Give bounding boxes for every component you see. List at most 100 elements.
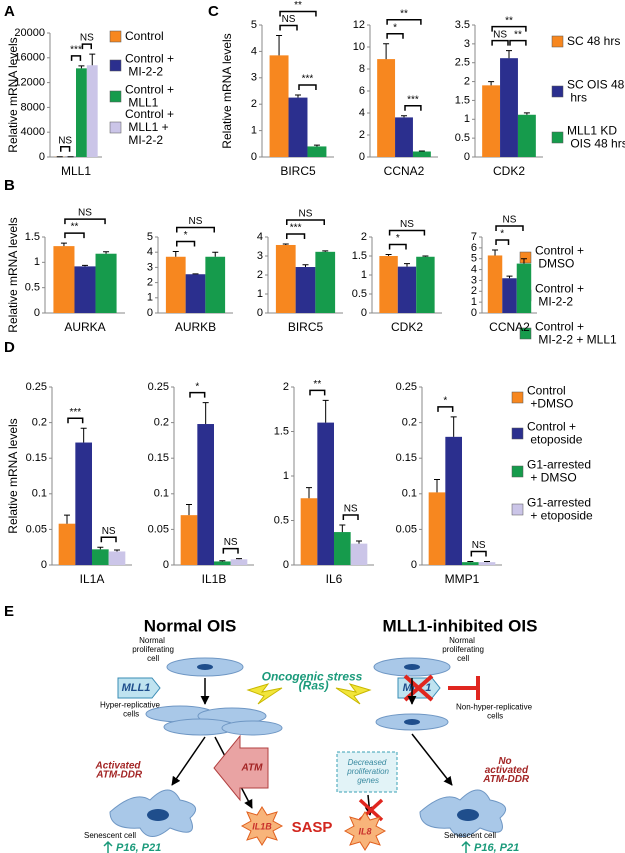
significance-bracket (81, 43, 92, 50)
y-tick-label: 1.5 (352, 250, 367, 262)
bar (317, 422, 334, 565)
x-tick-label: MMP1 (445, 572, 480, 586)
error-bar (78, 65, 85, 69)
panel-label: C (208, 3, 219, 20)
nucleus (404, 719, 420, 725)
bar (416, 256, 435, 313)
x-tick-label: IL1B (202, 572, 227, 586)
significance-label: NS (493, 29, 507, 40)
y-tick-label: 0 (163, 559, 169, 571)
legend-label: Control + DMSO (535, 244, 584, 271)
error-bar (322, 250, 329, 252)
significance-bracket (495, 239, 510, 246)
bar (334, 532, 351, 565)
subplot: 0 0.5 1 1.5 AURKA ** NS (25, 208, 125, 334)
bar (205, 256, 226, 313)
significance-bracket (495, 225, 524, 232)
error-bar (422, 255, 429, 257)
x-tick-label: CCNA2 (489, 320, 530, 334)
error-bar (488, 81, 495, 86)
bar (76, 68, 87, 157)
bar (288, 97, 308, 157)
bar (516, 263, 532, 313)
legend-swatch (109, 59, 122, 72)
y-tick-label: 10 (353, 41, 365, 53)
x-tick-label: IL6 (326, 572, 343, 586)
error-bar (306, 487, 312, 499)
y-tick-label: 0.5 (352, 288, 367, 300)
stress-label: Oncogenic stress (Ras) (262, 670, 363, 693)
legend-swatch (551, 85, 564, 98)
cell-label: Normal proliferating cell (130, 636, 174, 663)
y-tick-label: 0.1 (402, 488, 417, 500)
bar (165, 256, 186, 313)
significance-label: *** (69, 407, 81, 418)
significance-label: *** (407, 94, 419, 105)
significance-label: *** (290, 223, 302, 234)
y-tick-label: 12 (353, 19, 365, 31)
bar (74, 266, 96, 313)
y-tick-label: 1 (471, 296, 477, 308)
bar (487, 255, 503, 313)
y-tick-label: 0 (147, 307, 153, 319)
y-tick-label: 8000 (21, 101, 45, 113)
error-bar (418, 150, 425, 152)
significance-bracket (386, 18, 422, 25)
significance-bracket (286, 233, 306, 240)
y-tick-label: 4 (471, 263, 477, 275)
y-tick-label: 0.5 (455, 132, 470, 144)
ddr-label: Activated ATM-DDR (94, 760, 143, 780)
x-tick-label: CDK2 (391, 320, 423, 334)
y-tick-label: 0.5 (25, 282, 40, 294)
panel-label: D (4, 339, 15, 356)
subplot: 0 0.05 0.1 0.15 0.2 0.25 IL1A *** NS (26, 381, 132, 586)
legend-swatch (551, 35, 564, 48)
y-tick-label: 4000 (21, 126, 45, 138)
bar (377, 59, 396, 157)
significance-bracket (388, 243, 407, 250)
y-tick-label: 3 (147, 261, 153, 273)
error-bar (401, 115, 407, 118)
significance-bracket (279, 24, 298, 31)
panel-label: E (4, 603, 14, 620)
ddr-label: No activated ATM-DDR (481, 756, 530, 785)
y-tick-label: 0.05 (148, 523, 169, 535)
y-tick-label: 2 (361, 231, 367, 243)
y-tick-label: 0.2 (154, 417, 169, 429)
y-tick-label: 0 (34, 307, 40, 319)
y-tick-label: 0.1 (154, 488, 169, 500)
significance-bracket (60, 146, 71, 152)
significance-bracket (470, 550, 487, 557)
error-bar (80, 427, 87, 443)
y-tick-label: 0.05 (396, 523, 417, 535)
markers-label: P16, P21 (474, 842, 519, 853)
y-tick-label: 3 (471, 274, 477, 286)
significance-label: * (195, 381, 199, 392)
significance-bracket (386, 32, 404, 39)
y-tick-label: 0 (464, 151, 470, 163)
y-tick-label: 4 (147, 246, 153, 258)
y-tick-label: 1.5 (274, 425, 289, 437)
significance-label: ** (294, 0, 302, 11)
y-tick-label: 0 (257, 307, 263, 319)
bar (517, 114, 536, 157)
legend-label: Control (125, 29, 164, 43)
x-tick-label: AURKB (175, 320, 216, 334)
y-tick-label: 5 (147, 231, 153, 243)
y-axis-title: Relative mRNA levels (6, 418, 20, 533)
significance-label: *** (70, 45, 82, 56)
y-tick-label: 1 (34, 256, 40, 268)
y-tick-label: 0.25 (148, 381, 169, 393)
significance-bracket (342, 514, 359, 520)
legend-swatch (109, 121, 122, 134)
y-tick-label: 2 (251, 98, 257, 110)
bar (300, 498, 318, 565)
bar (53, 246, 75, 313)
y-tick-label: 0.1 (32, 488, 47, 500)
subplot: 0 0.05 0.1 0.15 0.2 0.25 IL1B * NS (148, 381, 254, 586)
bar (445, 436, 462, 565)
legend-label: Control + MI-2-2 (535, 282, 584, 309)
y-tick-label: 0.2 (402, 417, 417, 429)
